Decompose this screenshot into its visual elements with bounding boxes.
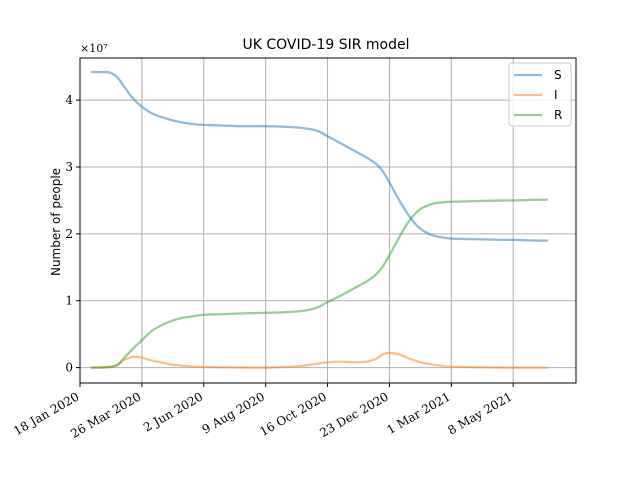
series-line-s (90, 70, 549, 242)
legend-label-s: S (554, 68, 562, 82)
legend-label-i: I (554, 88, 558, 102)
y-tick-label: 4 (65, 93, 73, 107)
legend-label-r: R (554, 108, 562, 122)
series-lines (90, 70, 549, 369)
y-tick-label: 2 (65, 227, 73, 241)
series-line-r (90, 198, 549, 369)
y-tick-label: 0 (65, 361, 73, 375)
series-line-i (90, 351, 549, 369)
chart-title: UK COVID-19 SIR model (242, 37, 409, 53)
y-axis-multiplier: ×10⁷ (80, 42, 108, 55)
y-axis-label: Number of people (49, 168, 63, 276)
legend: SIR (508, 62, 572, 127)
y-tick-label: 1 (65, 294, 73, 308)
y-tick-label: 3 (65, 160, 73, 174)
